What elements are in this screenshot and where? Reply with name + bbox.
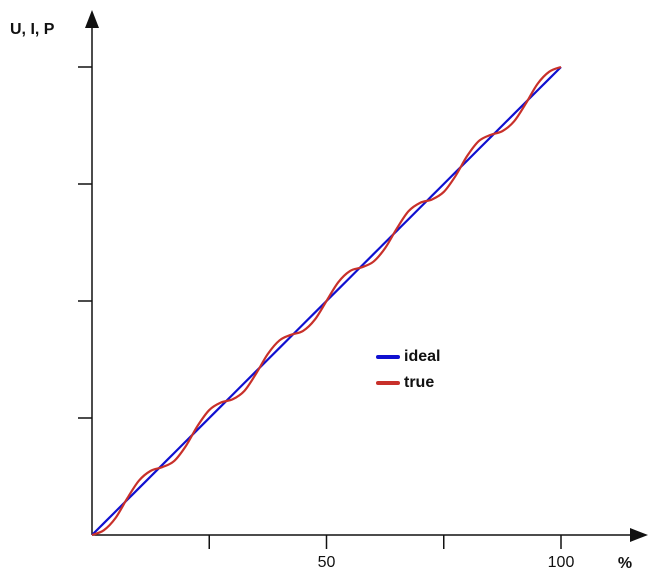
x-tick-label: 100 — [548, 554, 575, 571]
x-axis-label: % — [618, 555, 632, 572]
line — [91, 65, 562, 537]
legend-label: true — [404, 374, 434, 391]
y-axis-arrow — [85, 10, 99, 28]
legend-label: ideal — [404, 348, 440, 365]
x-tick-label: 50 — [318, 554, 336, 571]
y-axis-label: U, I, P — [10, 21, 55, 38]
x-axis-arrow — [630, 528, 648, 542]
